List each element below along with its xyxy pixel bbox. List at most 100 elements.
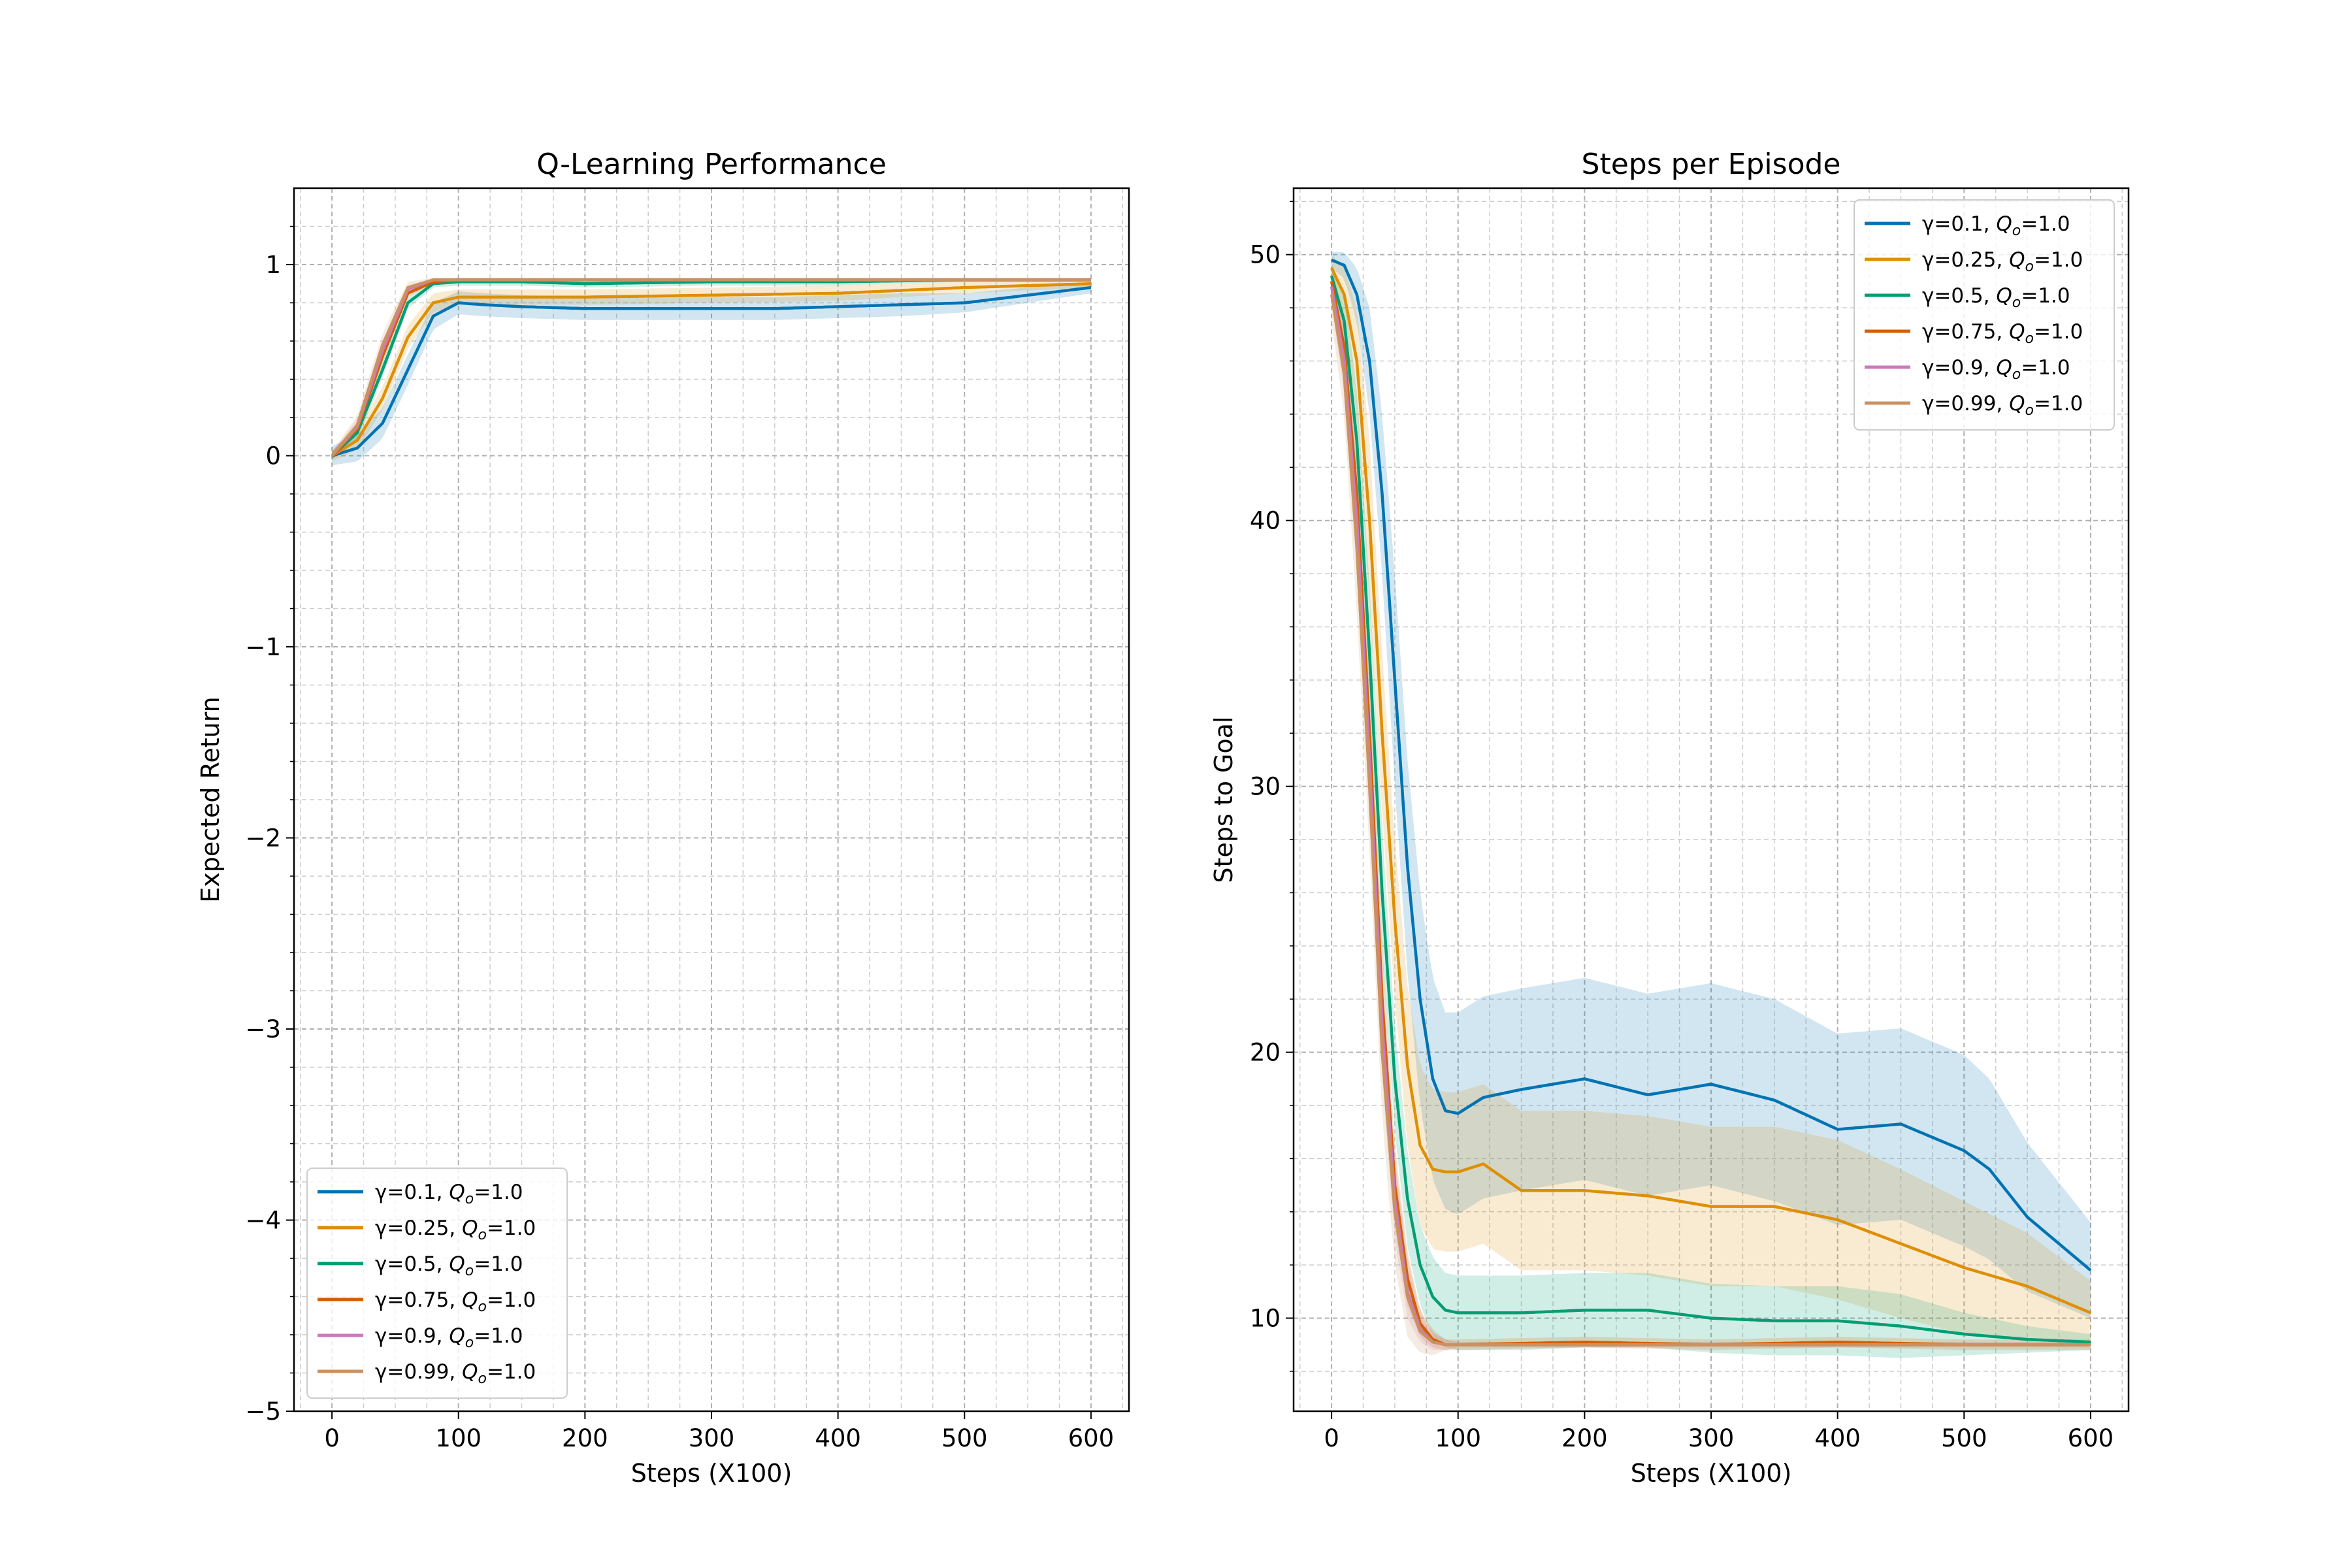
legend-q-symbol: Q	[462, 1217, 478, 1240]
grid	[294, 188, 1129, 1412]
y-tick-label: 30	[1250, 773, 1281, 801]
legend-label: γ=0.99, Qo=1.0	[375, 1360, 536, 1387]
legend-item: γ=0.99, Qo=1.0	[318, 1360, 536, 1387]
legend-item: γ=0.1, Qo=1.0	[318, 1181, 523, 1207]
legend-q-subscript: o	[2012, 223, 2021, 239]
legend-q-value: =1.0	[2034, 320, 2083, 344]
x-tick-label: 500	[941, 1424, 988, 1452]
x-tick-label: 500	[1941, 1424, 1987, 1452]
legend-q-subscript: o	[465, 1263, 474, 1279]
legend-q-subscript: o	[478, 1371, 486, 1387]
y-tick-label: −4	[245, 1207, 281, 1235]
x-tick-label: 600	[2068, 1424, 2114, 1452]
chart-q-learning-performance: 0 100 200 300 400 500 600 −5 −4 −3 −2 −1 0 1 Q-Learnin…	[196, 148, 1130, 1488]
series-layer	[1330, 252, 2092, 1358]
series-layer	[331, 278, 1092, 466]
legend-item: γ=0.5, Qo=1.0	[1865, 284, 2070, 311]
legend-q-subscript: o	[2012, 295, 2021, 311]
legend-label: γ=0.75, Qo=1.0	[1922, 320, 2083, 347]
x-tick-label: 0	[324, 1424, 340, 1452]
x-tick-label: 400	[815, 1424, 861, 1452]
legend-q-value: =1.0	[474, 1324, 523, 1348]
chart-title: Q-Learning Performance	[536, 148, 887, 181]
legend-gamma: γ=0.25,	[375, 1217, 462, 1240]
y-tick-label: 0	[265, 442, 281, 470]
y-tick-label: 20	[1250, 1039, 1281, 1067]
y-axis-label: Steps to Goal	[1209, 716, 1238, 883]
legend-q-value: =1.0	[487, 1217, 536, 1240]
series-line-0	[1331, 258, 2092, 1272]
x-tick-label: 300	[1688, 1424, 1735, 1452]
series-line-5	[1330, 294, 2091, 1347]
x-tick-label: 600	[1068, 1424, 1115, 1452]
legend-gamma: γ=0.99,	[1922, 392, 2009, 416]
y-tick-label: 50	[1250, 241, 1281, 269]
legend-q-value: =1.0	[2034, 392, 2083, 416]
series-line-2	[1330, 275, 2091, 1344]
legend-q-subscript: o	[2012, 367, 2021, 383]
legend-q-symbol: Q	[462, 1360, 478, 1384]
legend-q-value: =1.0	[2021, 284, 2070, 308]
legend-gamma: γ=0.25,	[1922, 248, 2009, 272]
chart-steps-per-episode: 0 100 200 300 400 500 600 10 20 30 40 50 Steps per E…	[1209, 148, 2130, 1488]
y-tick-label: 1	[265, 251, 281, 279]
x-tick-label: 0	[1324, 1424, 1339, 1452]
legend-box	[306, 1168, 568, 1399]
legend-gamma: γ=0.1,	[375, 1181, 449, 1204]
y-axis-label: Expected Return	[196, 696, 225, 902]
x-tick-label: 300	[689, 1424, 735, 1452]
legend-q-value: =1.0	[487, 1288, 536, 1312]
x-tick-label: 200	[1561, 1424, 1608, 1452]
legend-item: γ=0.25, Qo=1.0	[318, 1217, 536, 1243]
y-tick-label: −5	[245, 1397, 281, 1426]
legend-q-symbol: Q	[449, 1324, 465, 1348]
legend-q-symbol: Q	[462, 1288, 478, 1312]
legend-q-symbol: Q	[449, 1252, 465, 1276]
series-line-5	[331, 278, 1091, 457]
legend-q-value: =1.0	[487, 1360, 536, 1384]
legend-item: γ=0.99, Qo=1.0	[1865, 392, 2083, 419]
legend-q-subscript: o	[465, 1191, 474, 1207]
legend-q-subscript: o	[2025, 402, 2033, 419]
legend-item: γ=0.75, Qo=1.0	[318, 1288, 536, 1315]
legend-q-value: =1.0	[474, 1252, 523, 1276]
legend-q-value: =1.0	[2021, 212, 2070, 236]
series-line-1	[331, 282, 1091, 457]
legend-q-subscript: o	[478, 1299, 486, 1315]
legend-q-symbol: Q	[1996, 212, 2012, 236]
legend-label: γ=0.5, Qo=1.0	[375, 1252, 523, 1279]
series-band-0	[1331, 252, 2091, 1318]
series-line-1	[1330, 267, 2091, 1315]
legend-gamma: γ=0.1,	[1922, 212, 1996, 236]
legend-gamma: γ=0.75,	[1922, 320, 2009, 344]
legend-label: γ=0.1, Qo=1.0	[1922, 212, 2070, 239]
x-tick-label: 200	[562, 1424, 608, 1452]
x-tick-label: 100	[1435, 1424, 1481, 1452]
y-tick-label: 10	[1250, 1305, 1281, 1333]
chart-title: Steps per Episode	[1582, 148, 1841, 181]
y-tick-label: −1	[245, 633, 281, 661]
legend-q-subscript: o	[2025, 259, 2033, 275]
x-axis-label: Steps (X100)	[1631, 1459, 1792, 1488]
legend: γ=0.1, Qo=1.0γ=0.25, Qo=1.0γ=0.5, Qo=1.0…	[306, 1168, 568, 1399]
legend-gamma: γ=0.99,	[375, 1360, 462, 1384]
legend-item: γ=0.5, Qo=1.0	[318, 1252, 523, 1279]
legend-label: γ=0.75, Qo=1.0	[375, 1288, 536, 1315]
x-tick-label: 400	[1814, 1424, 1861, 1452]
y-tick-label: −3	[245, 1015, 281, 1043]
x-tick-label: 100	[435, 1424, 482, 1452]
series-band-1	[1331, 254, 2091, 1345]
legend-gamma: γ=0.9,	[375, 1324, 449, 1348]
x-axis-label: Steps (X100)	[631, 1459, 792, 1488]
legend-q-symbol: Q	[2009, 392, 2025, 416]
legend-gamma: γ=0.75,	[375, 1288, 462, 1312]
y-tick-label: −2	[245, 825, 281, 853]
series-band-0	[332, 282, 1091, 466]
legend-label: γ=0.99, Qo=1.0	[1922, 392, 2083, 419]
legend-q-symbol: Q	[1996, 356, 2012, 380]
legend-label: γ=0.9, Qo=1.0	[1922, 356, 2070, 383]
legend-gamma: γ=0.5,	[1922, 284, 1996, 308]
legend-label: γ=0.1, Qo=1.0	[375, 1181, 523, 1207]
y-tick-label: 40	[1250, 507, 1281, 535]
